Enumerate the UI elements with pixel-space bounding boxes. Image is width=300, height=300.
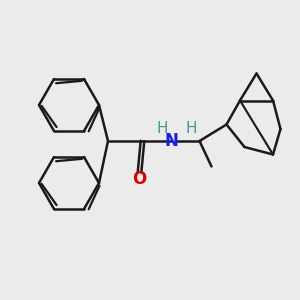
- Text: N: N: [164, 132, 178, 150]
- Text: O: O: [132, 170, 147, 188]
- Text: H: H: [185, 121, 197, 136]
- Text: H: H: [157, 121, 168, 136]
